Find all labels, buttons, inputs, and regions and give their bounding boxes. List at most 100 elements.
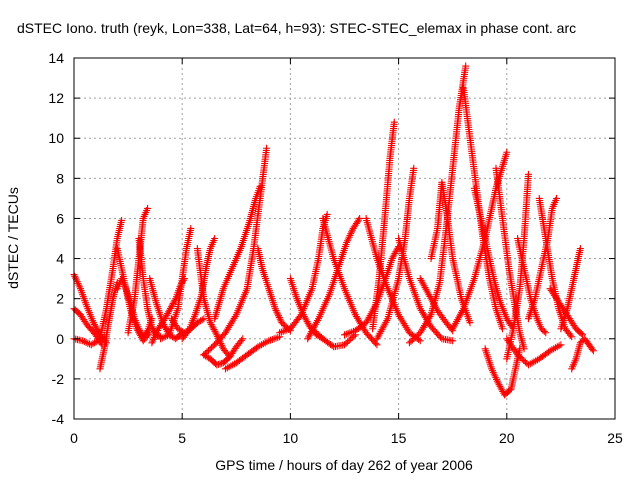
series-40 <box>503 335 565 369</box>
x-axis-label: GPS time / hours of day 262 of year 2006 <box>215 457 473 473</box>
data-point <box>152 330 160 338</box>
data-point <box>449 337 457 345</box>
series-19 <box>254 245 294 335</box>
y-tick-label: 10 <box>48 130 64 146</box>
series-14 <box>193 245 234 361</box>
data-point <box>71 272 79 280</box>
series-31 <box>405 62 470 347</box>
data-point <box>212 329 220 337</box>
data-point <box>213 331 221 339</box>
data-point <box>576 245 584 253</box>
data-point <box>589 347 597 355</box>
data-point <box>426 292 434 300</box>
data-point <box>263 144 271 152</box>
axis-ticks <box>73 57 616 420</box>
data-point <box>273 308 281 316</box>
data-point <box>344 235 352 243</box>
data-point <box>237 336 245 344</box>
data-point <box>276 315 284 323</box>
data-point <box>80 338 88 346</box>
data-point <box>76 283 84 291</box>
data-point <box>274 312 282 320</box>
data-point <box>493 377 501 385</box>
data-point <box>355 216 363 224</box>
data-point <box>506 340 514 348</box>
data-point <box>520 345 528 353</box>
data-point <box>148 323 156 331</box>
y-tick-label: -2 <box>52 371 65 387</box>
series-44 <box>557 245 584 333</box>
data-point <box>423 287 431 295</box>
data-point <box>79 337 87 345</box>
series-12 <box>167 315 208 337</box>
series-45 <box>568 335 597 373</box>
data-point <box>239 335 247 343</box>
data-point <box>508 342 516 350</box>
data-point <box>151 332 159 340</box>
data-point <box>416 337 424 345</box>
data-point <box>347 230 355 238</box>
data-point <box>568 333 576 341</box>
data-point <box>343 239 351 247</box>
series-23 <box>319 214 381 349</box>
series-17 <box>200 144 271 359</box>
y-axis-label: dSTEC / TECUs <box>5 187 21 289</box>
data-point <box>505 338 513 346</box>
data-point <box>491 372 499 380</box>
data-point <box>417 276 425 284</box>
data-point <box>158 334 166 342</box>
data-point <box>150 334 158 342</box>
data-point <box>425 291 433 299</box>
data-point <box>275 313 283 321</box>
series-11 <box>157 224 195 343</box>
data-point <box>588 345 596 353</box>
data-point <box>271 305 279 313</box>
data-point <box>356 214 364 222</box>
data-point <box>566 331 574 339</box>
data-point <box>211 235 219 242</box>
data-point <box>416 275 424 283</box>
data-point <box>144 204 152 212</box>
series-24 <box>308 325 359 351</box>
data-point <box>157 335 165 343</box>
data-point <box>75 281 83 289</box>
data-point <box>420 282 428 290</box>
data-point <box>488 365 496 373</box>
y-tick-label: 4 <box>56 251 64 267</box>
y-tick-label: 6 <box>56 210 64 226</box>
data-point <box>345 233 353 241</box>
data-point <box>506 386 514 394</box>
data-point <box>84 339 92 347</box>
data-point <box>274 310 282 318</box>
data-point <box>466 319 474 327</box>
data-point <box>168 301 176 309</box>
data-point <box>557 341 565 349</box>
data-point <box>510 345 518 353</box>
series-16 <box>211 182 264 323</box>
data-point <box>524 170 532 178</box>
y-tick-label: 8 <box>56 170 64 186</box>
series-36 <box>481 345 524 399</box>
data-point <box>167 303 175 311</box>
data-point <box>343 237 351 245</box>
data-point <box>503 335 511 343</box>
data-point <box>424 289 432 297</box>
data-point <box>346 231 354 239</box>
data-point <box>198 316 206 324</box>
data-point <box>72 274 80 282</box>
plot-frame <box>73 57 616 420</box>
series-42 <box>535 194 576 341</box>
y-tick-label: 14 <box>48 50 64 66</box>
x-tick-label: 0 <box>70 430 78 446</box>
data-point <box>372 339 380 347</box>
data-point <box>272 306 280 314</box>
data-point <box>498 325 506 333</box>
series-32 <box>427 178 474 327</box>
data-point <box>419 280 427 288</box>
data-point <box>421 284 429 292</box>
x-tick-label: 10 <box>283 430 299 446</box>
data-point <box>153 328 161 336</box>
data-point <box>462 62 470 70</box>
data-point <box>422 285 430 293</box>
